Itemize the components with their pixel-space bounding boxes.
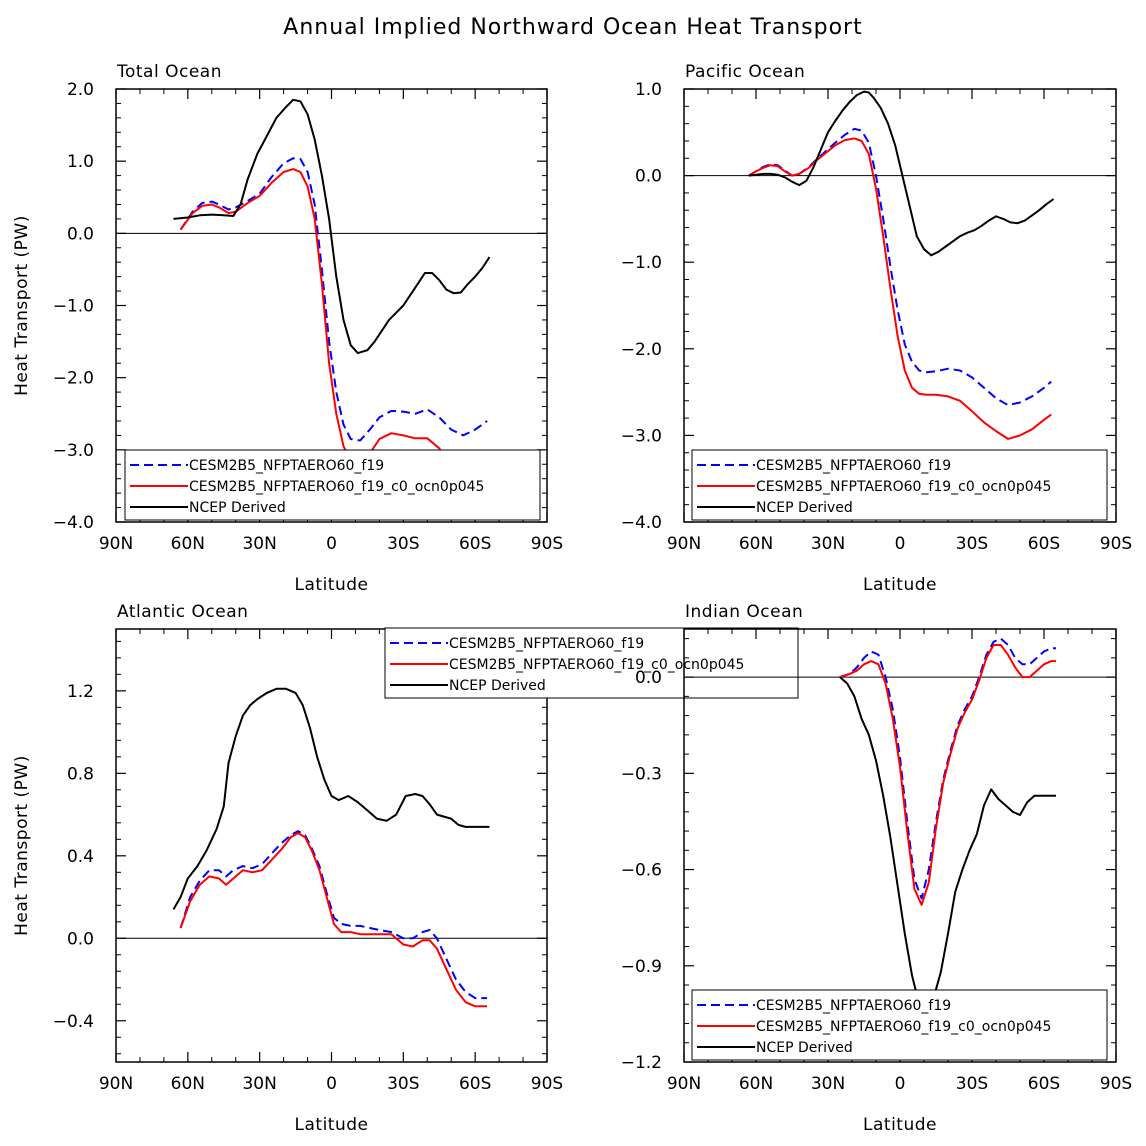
series-line-cesm2b5-nfptaero60-f19 [748, 127, 1052, 407]
y-tick-label: −1.0 [53, 297, 94, 317]
series-line-ncep-derived [839, 676, 1056, 1015]
y-tick-label: −0.9 [621, 957, 662, 977]
legend: CESM2B5_NFPTAERO60_f19 CESM2B5_NFPTAERO60… [691, 989, 1108, 1061]
series-line-cesm2b5-nfptaero60-f19 [179, 830, 488, 1000]
legend-label: NCEP Derived [756, 1040, 853, 1056]
y-tick-label: −4.0 [621, 513, 662, 533]
y-tick-label: −1.2 [621, 1053, 662, 1073]
x-tick-label: 0 [326, 534, 337, 554]
legend-label: CESM2B5_NFPTAERO60_f19 [756, 458, 951, 474]
series-line-cesm2b5-nfptaero60-f19-c0-ocn0p045 [748, 137, 1052, 440]
x-tick-label: 90S [1100, 534, 1132, 554]
legend-box [691, 989, 1108, 1061]
series-line-cesm2b5-nfptaero60-f19-c0-ocn0p045 [179, 168, 488, 471]
x-tick-label: 60N [171, 534, 205, 554]
x-tick-label: 30N [811, 1074, 845, 1094]
panel-title-atlantic-ocean: Atlantic Ocean [117, 602, 248, 622]
y-tick-label: 0.0 [635, 668, 662, 688]
series-line-cesm2b5-nfptaero60-f19-c0-ocn0p045 [839, 644, 1056, 906]
legend-label: CESM2B5_NFPTAERO60_f19 [189, 458, 384, 474]
panel-total-ocean: Total Ocean 90N 60N 30N 0 30S 60S 90S −4.0 −3.0 −2… [12, 62, 563, 595]
x-tick-label: 90N [99, 534, 133, 554]
y-tick-label: 1.0 [67, 152, 94, 172]
y-axis-label: Heat Transport (PW) [12, 215, 32, 396]
x-tick-label: 60N [739, 1074, 773, 1094]
legend-label: CESM2B5_NFPTAERO60_f19_c0_ocn0p045 [449, 657, 744, 673]
legend-box [691, 449, 1108, 521]
legend-label: CESM2B5_NFPTAERO60_f19_c0_ocn0p045 [756, 479, 1051, 495]
figure-title: Annual Implied Northward Ocean Heat Tran… [283, 15, 862, 40]
y-tick-label: 2.0 [67, 80, 94, 100]
y-tick-label: 0.0 [67, 929, 94, 949]
y-tick-label: 0.8 [67, 764, 94, 784]
y-tick-label: 0.4 [67, 847, 94, 867]
x-tick-label: 60S [1028, 534, 1060, 554]
x-tick-label: 30S [387, 1074, 419, 1094]
x-tick-label: 60N [171, 1074, 205, 1094]
x-tick-label: 30N [242, 534, 276, 554]
series-line-cesm2b5-nfptaero60-f19 [179, 157, 488, 442]
panel-title-pacific-ocean: Pacific Ocean [685, 62, 805, 82]
legend-label: CESM2B5_NFPTAERO60_f19_c0_ocn0p045 [189, 479, 484, 495]
series-line-ncep-derived [173, 98, 491, 355]
y-tick-label: −2.0 [621, 340, 662, 360]
series-line-ncep-derived [748, 90, 1055, 257]
y-tick-label: −3.0 [53, 441, 94, 461]
x-axis-label: Latitude [863, 1115, 937, 1135]
y-tick-label: 1.2 [67, 682, 94, 702]
x-tick-label: 60S [459, 534, 491, 554]
y-axis-label: Heat Transport (PW) [12, 755, 32, 936]
series-line-ncep-derived [172, 687, 490, 910]
legend-label: NCEP Derived [449, 678, 546, 694]
x-tick-label: 90S [531, 1074, 563, 1094]
y-tick-label: 0.0 [635, 167, 662, 187]
x-tick-label: 0 [895, 534, 906, 554]
y-tick-label: −0.4 [53, 1012, 94, 1032]
x-tick-label: 30N [811, 534, 845, 554]
series-line-cesm2b5-nfptaero60-f19-c0-ocn0p045 [179, 832, 488, 1008]
x-tick-label: 60S [1028, 1074, 1060, 1094]
x-tick-label: 60S [459, 1074, 491, 1094]
y-tick-label: −4.0 [53, 513, 94, 533]
x-tick-label: 30S [956, 534, 988, 554]
legend-label: CESM2B5_NFPTAERO60_f19 [449, 636, 644, 652]
panel-title-total-ocean: Total Ocean [116, 62, 222, 82]
legend-label: CESM2B5_NFPTAERO60_f19_c0_ocn0p045 [756, 1019, 1051, 1035]
x-tick-label: 90N [99, 1074, 133, 1094]
x-axis-label: Latitude [295, 575, 369, 595]
panel-pacific-ocean: Pacific Ocean 90N 60N 30N 0 30S 60S 90S −4.0 −3.0… [621, 62, 1133, 595]
legend-box [384, 627, 799, 699]
x-tick-label: 90N [667, 534, 701, 554]
legend-label: NCEP Derived [756, 500, 853, 516]
legend: CESM2B5_NFPTAERO60_f19 CESM2B5_NFPTAERO60… [384, 627, 799, 699]
x-tick-label: 30S [387, 534, 419, 554]
x-tick-label: 0 [326, 1074, 337, 1094]
x-tick-label: 0 [895, 1074, 906, 1094]
x-tick-label: 90S [531, 534, 563, 554]
y-tick-label: −1.0 [621, 253, 662, 273]
legend-box [124, 449, 541, 521]
legend-label: NCEP Derived [189, 500, 286, 516]
x-tick-label: 90N [667, 1074, 701, 1094]
x-tick-label: 60N [739, 534, 773, 554]
y-tick-label: −2.0 [53, 369, 94, 389]
x-axis-label: Latitude [295, 1115, 369, 1135]
x-tick-label: 90S [1100, 1074, 1132, 1094]
legend: CESM2B5_NFPTAERO60_f19 CESM2B5_NFPTAERO60… [691, 449, 1108, 521]
y-tick-label: −0.3 [621, 764, 662, 784]
panel-atlantic-ocean: Atlantic Ocean 90N 60N 30N 0 30S 60S 90S −0.4 0.0… [12, 602, 799, 1135]
y-tick-label: −3.0 [621, 426, 662, 446]
x-tick-label: 30N [242, 1074, 276, 1094]
y-tick-label: 0.0 [67, 224, 94, 244]
y-tick-label: −0.6 [621, 861, 662, 881]
panel-indian-ocean: Indian Ocean 90N 60N 30N 0 30S 60S 90S −1.2 −0.9 −… [621, 602, 1133, 1135]
legend: CESM2B5_NFPTAERO60_f19 CESM2B5_NFPTAERO60… [124, 449, 541, 521]
x-axis-label: Latitude [863, 575, 937, 595]
panel-title-indian-ocean: Indian Ocean [685, 602, 803, 622]
y-tick-label: 1.0 [635, 80, 662, 100]
legend-label: CESM2B5_NFPTAERO60_f19 [756, 998, 951, 1014]
x-tick-label: 30S [956, 1074, 988, 1094]
